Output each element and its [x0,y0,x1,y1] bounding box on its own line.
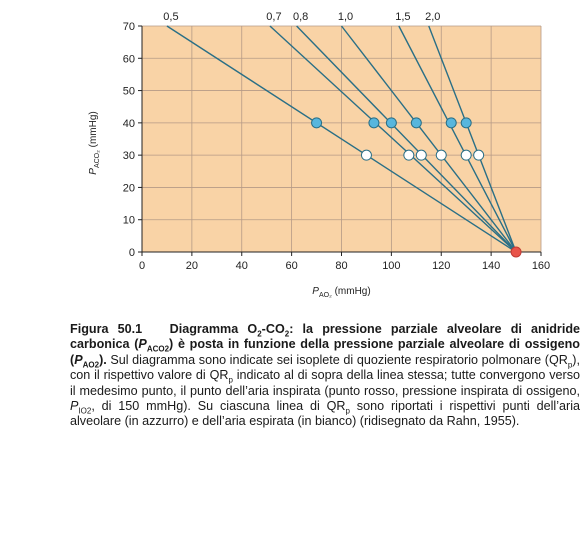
x-tick-label: 80 [335,260,347,272]
expired-point [435,149,447,161]
caption-body: Sul diagramma sono indicate sei isoplete… [70,352,580,429]
expired-point [473,149,485,161]
isopleth-line [340,25,517,253]
x-tick-label: 40 [236,260,248,272]
y-tick-label: 10 [123,215,135,227]
alveolar-point [460,117,472,129]
isopleth-line [166,25,517,253]
x-tick-label: 60 [286,260,298,272]
isopleth-label: 0,8 [293,11,308,23]
expired-point [415,149,427,161]
isopleth-line [398,25,517,253]
caption-label: Figura 50.1 [70,322,143,336]
y-tick-label: 70 [123,21,135,33]
y-tick-label: 60 [123,53,135,65]
x-tick-label: 160 [532,260,550,272]
y-tick-label: 50 [123,86,135,98]
figure-caption: Figura 50.1 Diagramma O2-CO2: la pressio… [70,322,580,430]
y-axis-title: PACO₂ (mmHg) [88,111,101,174]
caption-title: Diagramma O2-CO2: la pressione parziale … [70,322,581,370]
isopleth-line [269,25,517,253]
alveolar-point [410,117,422,129]
y-tick-label: 30 [123,150,135,162]
alveolar-point [385,117,397,129]
x-tick-label: 20 [186,260,198,272]
alveolar-point [445,117,457,129]
alveolar-point [368,117,380,129]
x-tick-label: 120 [432,260,450,272]
isopleth-label: 1,0 [338,11,353,23]
isopleth-label: 2,0 [425,11,440,23]
isopleth-label: 0,7 [266,11,281,23]
isopleth-label: 0,5 [163,11,178,23]
x-tick-label: 140 [482,260,500,272]
x-tick-label: 100 [382,260,400,272]
y-tick-label: 40 [123,118,135,130]
expired-point [403,149,415,161]
expired-point [460,149,472,161]
chart: 0 20 40 60 80 100 120 140 160 0 10 20 30 40 50 60 70 0,5 0… [88,11,550,299]
x-tick-label: 0 [139,260,145,272]
isopleth-line [428,25,517,253]
x-axis-title: PAO₂ (mmHg) [312,286,370,299]
inspired-point [510,246,522,258]
expired-point [360,149,372,161]
y-tick-label: 0 [129,247,135,259]
alveolar-point [311,117,323,129]
isopleth-label: 1,5 [395,11,410,23]
isopleth-line [296,25,517,253]
y-tick-label: 20 [123,182,135,194]
